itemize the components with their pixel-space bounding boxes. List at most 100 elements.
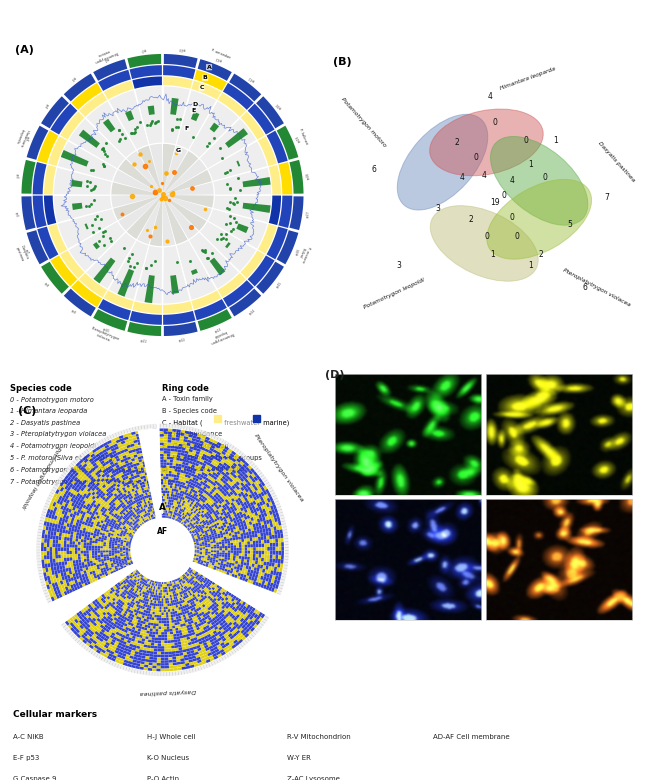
- Polygon shape: [39, 523, 43, 524]
- Polygon shape: [245, 505, 249, 509]
- Polygon shape: [119, 534, 122, 537]
- Polygon shape: [242, 610, 247, 615]
- Polygon shape: [89, 649, 92, 653]
- Polygon shape: [209, 585, 213, 589]
- Polygon shape: [268, 531, 272, 535]
- Polygon shape: [146, 477, 149, 480]
- Text: 3 - Pteroplatytrygon violacea: 3 - Pteroplatytrygon violacea: [10, 431, 106, 438]
- Polygon shape: [103, 658, 105, 661]
- Polygon shape: [194, 428, 196, 432]
- Polygon shape: [159, 505, 161, 507]
- Polygon shape: [97, 521, 100, 524]
- Polygon shape: [203, 431, 205, 434]
- Polygon shape: [68, 631, 72, 634]
- Polygon shape: [204, 541, 207, 543]
- Polygon shape: [53, 575, 56, 579]
- Polygon shape: [195, 505, 198, 508]
- Polygon shape: [151, 646, 154, 648]
- Polygon shape: [88, 529, 92, 533]
- Polygon shape: [189, 511, 192, 513]
- Polygon shape: [176, 507, 179, 510]
- Polygon shape: [109, 551, 111, 552]
- Polygon shape: [171, 646, 175, 648]
- Polygon shape: [109, 598, 112, 601]
- Polygon shape: [118, 636, 122, 640]
- Polygon shape: [49, 493, 53, 495]
- Polygon shape: [199, 641, 203, 644]
- Polygon shape: [216, 531, 220, 534]
- Polygon shape: [165, 668, 169, 672]
- Polygon shape: [215, 520, 218, 523]
- Polygon shape: [242, 551, 244, 553]
- Polygon shape: [194, 515, 197, 518]
- Polygon shape: [55, 524, 58, 528]
- Polygon shape: [209, 477, 213, 480]
- Polygon shape: [57, 528, 60, 533]
- Polygon shape: [176, 654, 179, 657]
- Polygon shape: [148, 506, 150, 509]
- Polygon shape: [43, 509, 47, 511]
- Polygon shape: [110, 537, 112, 540]
- Polygon shape: [202, 558, 204, 561]
- Polygon shape: [44, 592, 48, 594]
- Polygon shape: [261, 561, 264, 565]
- Polygon shape: [139, 667, 144, 670]
- Polygon shape: [213, 487, 216, 491]
- Polygon shape: [196, 587, 200, 590]
- Polygon shape: [222, 501, 226, 505]
- Polygon shape: [231, 445, 234, 449]
- Polygon shape: [192, 489, 196, 493]
- Polygon shape: [173, 634, 177, 636]
- Polygon shape: [105, 566, 109, 569]
- Polygon shape: [240, 250, 265, 278]
- Polygon shape: [200, 513, 203, 516]
- Polygon shape: [113, 562, 116, 565]
- Polygon shape: [230, 512, 233, 516]
- Polygon shape: [110, 535, 113, 537]
- Text: 0: 0: [542, 173, 547, 182]
- Polygon shape: [142, 522, 144, 525]
- Polygon shape: [85, 630, 90, 635]
- Polygon shape: [268, 569, 271, 574]
- Polygon shape: [57, 590, 61, 594]
- Polygon shape: [188, 514, 191, 517]
- Polygon shape: [160, 459, 163, 462]
- Polygon shape: [176, 495, 179, 498]
- Polygon shape: [138, 670, 139, 674]
- Polygon shape: [152, 466, 155, 468]
- Polygon shape: [135, 640, 138, 643]
- Polygon shape: [231, 548, 233, 551]
- Polygon shape: [95, 578, 98, 581]
- Polygon shape: [202, 556, 205, 558]
- Polygon shape: [103, 548, 105, 551]
- Polygon shape: [81, 634, 86, 639]
- Polygon shape: [222, 511, 226, 514]
- Polygon shape: [250, 560, 252, 563]
- Polygon shape: [238, 603, 242, 607]
- Polygon shape: [120, 551, 123, 552]
- Polygon shape: [116, 491, 119, 495]
- Polygon shape: [205, 464, 209, 468]
- Polygon shape: [92, 546, 94, 548]
- Polygon shape: [124, 530, 127, 533]
- Polygon shape: [114, 564, 117, 566]
- Polygon shape: [122, 605, 125, 609]
- Polygon shape: [185, 595, 187, 598]
- Polygon shape: [44, 559, 47, 564]
- Polygon shape: [126, 576, 129, 578]
- Polygon shape: [126, 526, 129, 529]
- Polygon shape: [90, 615, 94, 619]
- Polygon shape: [253, 465, 257, 469]
- Polygon shape: [65, 628, 69, 631]
- Polygon shape: [283, 527, 287, 529]
- Polygon shape: [112, 545, 114, 547]
- Polygon shape: [138, 525, 140, 528]
- Polygon shape: [41, 547, 44, 551]
- Polygon shape: [212, 442, 216, 447]
- Polygon shape: [277, 126, 298, 160]
- Polygon shape: [133, 574, 135, 577]
- Polygon shape: [244, 612, 249, 616]
- Polygon shape: [218, 558, 222, 561]
- Polygon shape: [231, 480, 235, 485]
- Polygon shape: [185, 592, 188, 595]
